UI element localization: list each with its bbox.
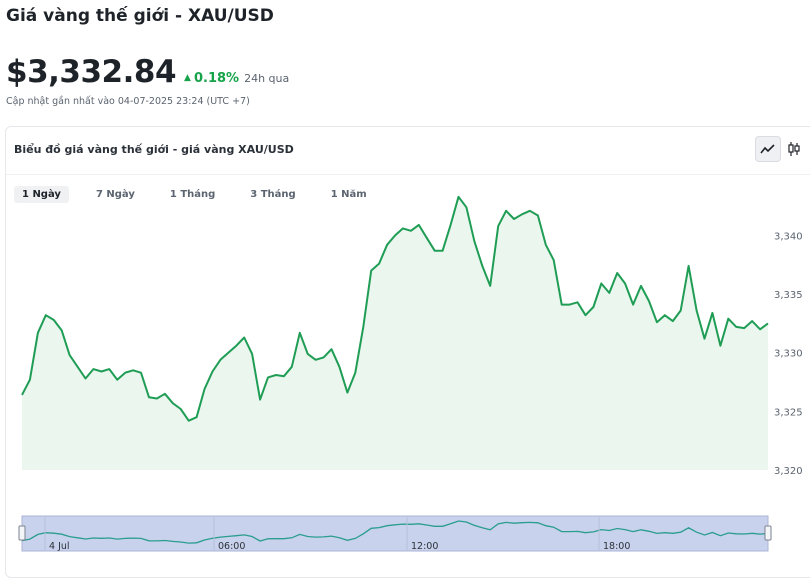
tab-1-year[interactable]: 1 Năm bbox=[330, 189, 367, 200]
y-tick-label: 3,340 bbox=[774, 231, 803, 242]
price-row: $3,332.84 ▲ 0.18% 24h qua bbox=[6, 54, 289, 90]
navigator-line bbox=[21, 520, 769, 544]
navigator-left-handle[interactable] bbox=[18, 525, 26, 541]
change-period: 24h qua bbox=[244, 72, 290, 85]
price-area bbox=[22, 196, 768, 471]
chart-type-toggle bbox=[755, 136, 807, 162]
page-title: Giá vàng thế giới - XAU/USD bbox=[6, 6, 274, 26]
card-divider bbox=[6, 174, 810, 175]
navigator-right-handle[interactable] bbox=[764, 525, 772, 541]
current-price: $3,332.84 bbox=[6, 54, 177, 90]
navigator-time-label: 4 Jul bbox=[49, 541, 70, 552]
navigator-time-label: 06:00 bbox=[218, 541, 245, 552]
last-updated: Cập nhật gần nhất vào 04-07-2025 23:24 (… bbox=[6, 96, 250, 107]
range-tabs: 1 Ngày 7 Ngày 1 Tháng 3 Tháng 1 Năm bbox=[14, 186, 394, 203]
line-chart-button[interactable] bbox=[755, 136, 781, 162]
tab-3-months[interactable]: 3 Tháng bbox=[250, 189, 296, 200]
y-tick-label: 3,330 bbox=[774, 349, 803, 360]
price-change: ▲ 0.18% bbox=[184, 71, 239, 86]
y-tick-label: 3,325 bbox=[774, 407, 803, 418]
chart-title: Biểu đồ giá vàng thế giới - giá vàng XAU… bbox=[14, 143, 294, 156]
y-tick-label: 3,320 bbox=[774, 466, 803, 477]
tab-7-days[interactable]: 7 Ngày bbox=[95, 189, 135, 200]
price-chart: 3,320 3,325 3,330 3,335 3,340 4 Jul 06:00 12:00… bbox=[18, 195, 803, 552]
tab-1-month[interactable]: 1 Tháng bbox=[169, 189, 216, 200]
price-change-percent: 0.18% bbox=[193, 71, 240, 86]
line-chart-icon bbox=[760, 144, 775, 154]
navigator-range bbox=[21, 515, 769, 552]
y-tick-label: 3,335 bbox=[774, 290, 803, 301]
candlestick-icon bbox=[788, 142, 800, 156]
price-line bbox=[21, 195, 769, 422]
up-triangle-icon: ▲ bbox=[184, 73, 191, 83]
candlestick-button[interactable] bbox=[781, 136, 807, 162]
navigator-time-label: 18:00 bbox=[603, 541, 630, 552]
navigator-time-label: 12:00 bbox=[411, 541, 438, 552]
tab-1-day[interactable]: 1 Ngày bbox=[14, 186, 69, 203]
